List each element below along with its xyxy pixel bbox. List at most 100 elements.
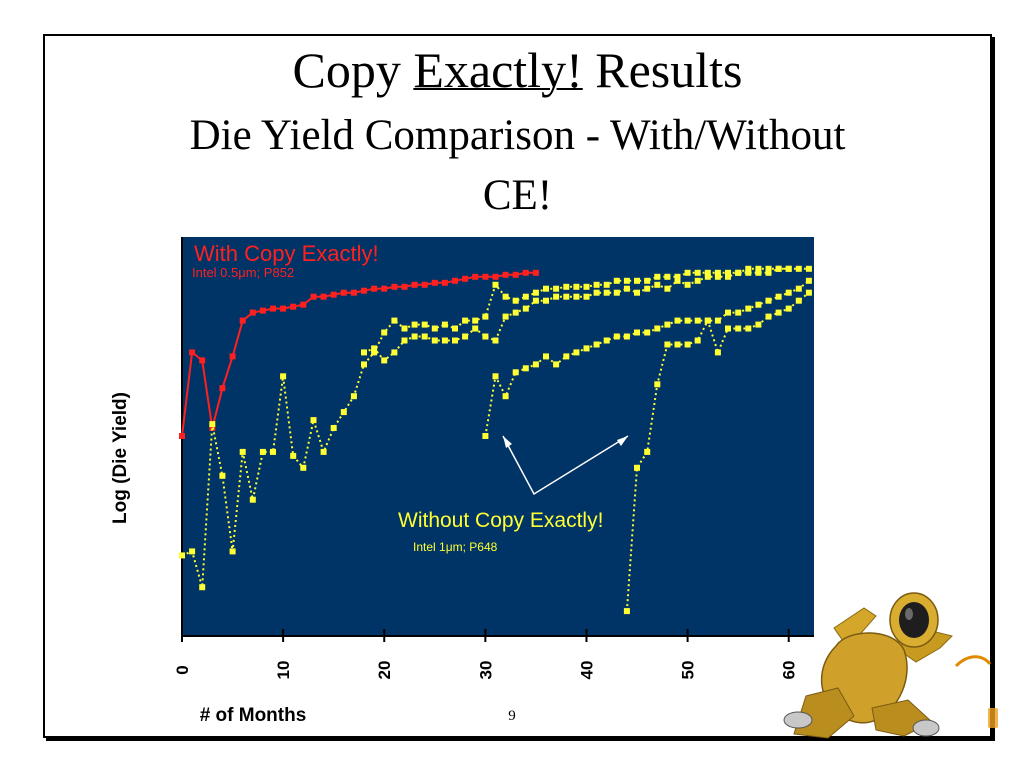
data-point <box>573 283 580 290</box>
data-point <box>553 293 560 300</box>
data-point <box>482 433 489 439</box>
data-point <box>613 289 620 296</box>
data-point <box>512 369 519 376</box>
data-point <box>714 349 721 356</box>
data-point <box>795 285 802 292</box>
data-point <box>704 317 711 324</box>
data-point <box>472 317 479 324</box>
data-point <box>654 381 661 388</box>
data-point <box>421 281 428 288</box>
data-point <box>795 265 802 272</box>
data-point <box>522 269 529 276</box>
data-point <box>259 307 266 314</box>
data-point <box>381 357 388 364</box>
data-point <box>361 287 367 294</box>
data-point <box>593 289 600 296</box>
data-point <box>239 317 246 324</box>
data-point <box>482 273 489 280</box>
data-point <box>654 281 661 288</box>
data-point <box>189 548 196 555</box>
data-point <box>441 337 448 344</box>
data-point <box>462 275 469 282</box>
data-point <box>401 337 408 344</box>
without-ce-label: Without Copy Exactly! <box>398 509 603 532</box>
data-point <box>492 337 499 344</box>
data-point <box>381 285 388 292</box>
data-point <box>603 289 610 296</box>
data-point <box>209 421 216 428</box>
data-point <box>229 548 236 555</box>
data-point <box>391 349 398 356</box>
data-point <box>745 265 752 272</box>
data-point <box>603 337 610 344</box>
data-point <box>805 277 812 284</box>
data-point <box>654 273 661 280</box>
data-point <box>229 353 236 360</box>
data-point <box>674 317 681 324</box>
data-point <box>431 279 438 286</box>
data-point <box>785 265 792 272</box>
data-point <box>482 333 489 340</box>
data-point <box>290 452 297 459</box>
data-point <box>502 271 509 278</box>
data-point <box>805 265 812 272</box>
data-point <box>330 425 337 431</box>
data-point <box>654 325 661 332</box>
data-point <box>745 269 752 276</box>
data-point <box>179 433 185 439</box>
data-point <box>199 584 206 591</box>
data-point <box>310 293 317 300</box>
data-point <box>634 289 640 296</box>
data-point <box>785 289 792 296</box>
data-point <box>543 285 549 292</box>
data-point <box>219 472 226 479</box>
annotation-arrows <box>502 435 629 496</box>
data-point <box>573 293 580 300</box>
data-point <box>704 269 711 276</box>
data-point <box>371 285 378 292</box>
data-point <box>472 325 479 332</box>
data-point <box>421 333 428 340</box>
data-point <box>300 301 307 308</box>
data-point <box>401 325 408 332</box>
data-point <box>664 341 671 348</box>
data-point <box>553 285 560 292</box>
data-point <box>381 329 388 336</box>
data-point <box>361 349 367 356</box>
data-point <box>755 301 762 308</box>
data-point <box>391 283 398 290</box>
data-point <box>694 337 701 344</box>
data-point <box>563 353 570 360</box>
data-point <box>765 269 772 276</box>
data-point <box>421 321 428 328</box>
data-point <box>805 289 812 296</box>
with-ce-sublabel: Intel 0.5μm; P852 <box>192 265 294 280</box>
data-point <box>462 317 469 324</box>
data-point <box>300 464 307 471</box>
data-point <box>694 277 701 284</box>
data-point <box>583 293 590 300</box>
subtitle-line-2: CE! <box>482 172 553 219</box>
data-point <box>361 361 367 368</box>
data-point <box>532 289 539 296</box>
x-tick-label: 10 <box>274 661 293 680</box>
data-point <box>502 313 509 320</box>
data-point <box>765 313 772 320</box>
data-point <box>462 333 469 340</box>
data-point <box>330 291 337 298</box>
data-point <box>502 293 509 300</box>
data-point <box>684 317 691 324</box>
data-point <box>502 393 509 400</box>
data-point <box>664 273 671 280</box>
data-point <box>371 345 378 352</box>
data-point <box>725 309 731 316</box>
data-point <box>694 269 701 276</box>
data-point <box>532 297 539 304</box>
data-point <box>725 269 731 276</box>
x-ticks: 0 10 20 30 40 50 60 <box>173 629 799 679</box>
data-point <box>320 293 327 300</box>
page-title: Copy Exactly! Results <box>43 40 992 100</box>
data-point <box>745 325 752 332</box>
data-point <box>411 333 418 340</box>
data-point <box>290 303 297 310</box>
